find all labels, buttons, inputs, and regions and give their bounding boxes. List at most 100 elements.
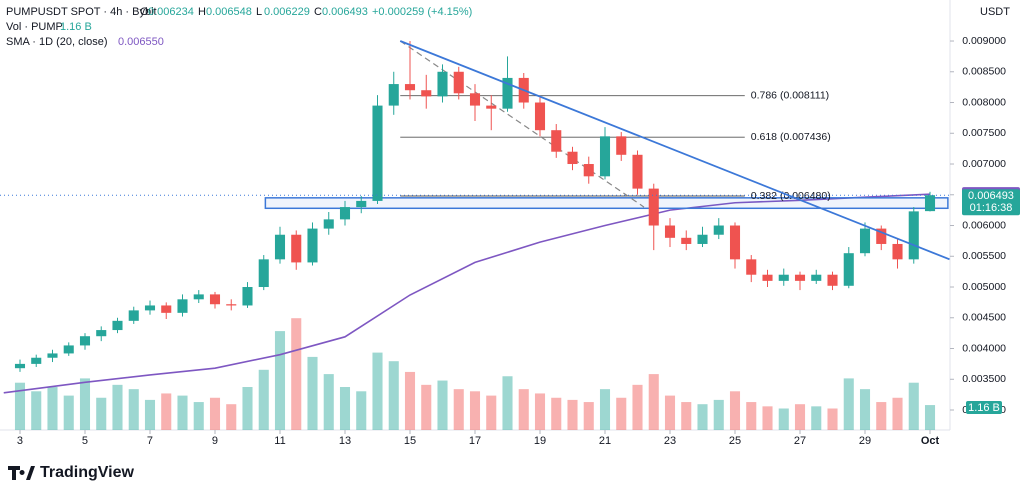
y-tick-label: 0.009000 [962,35,1006,47]
volume-bar [469,391,481,430]
trendline [399,40,950,261]
sma-label: SMA · 1D (20, close) [6,36,107,48]
dashed-line [399,40,645,208]
price-tag-label: 0.006493 [968,190,1014,202]
candle-body [469,93,481,106]
volume-bar [502,376,513,430]
candle-body [599,136,611,177]
candle-body [161,305,172,313]
volume-bar [307,356,318,430]
candle-body [697,234,708,244]
candle-body [762,274,773,281]
candle-body [112,320,123,331]
vol-value: 1.16 B [60,21,92,33]
candle-body [258,259,269,288]
volume-bar [664,395,676,430]
volume-bar [599,389,611,430]
candle-body [14,363,26,369]
volume-bar [209,397,221,430]
x-tick-label: 17 [469,435,481,447]
candle-body [388,84,399,106]
candle-body [778,274,789,281]
candle-body [859,228,871,254]
candle-body [96,330,107,337]
y-tick-label: 0.004500 [962,312,1006,324]
ohlc-key: O [140,6,149,18]
volume-bar [128,389,139,430]
candle-body [534,102,546,131]
candle-body [681,237,692,244]
volume-bar [534,393,546,430]
volume-bar [193,402,204,430]
volume-bar [794,404,806,430]
volume-bar [486,395,497,430]
x-tick-label: 3 [17,435,23,447]
price-tag [962,189,1020,216]
candle-body [307,228,318,263]
candle-body [193,294,204,300]
candle-body [746,259,757,275]
candle-body [437,71,448,97]
ohlc-value: 0.006548 [206,6,252,18]
volume-bar [908,382,919,430]
sma-value: 0.006550 [118,36,164,48]
volume-bar [339,387,351,430]
volume-bar [632,384,643,430]
x-tick-label: 7 [147,435,153,447]
y-tick-label: 0.007500 [962,127,1006,139]
volume-bar [47,387,58,430]
x-tick-label: 23 [664,435,676,447]
candle-body [729,225,741,260]
volume-bar [161,393,172,430]
ohlc-value: 0.006493 [322,6,368,18]
volume-bar [242,387,253,430]
volume-bar [258,369,269,430]
volume-bar [404,371,416,430]
y-tick-label: 0.005000 [962,281,1006,293]
volume-bar [112,384,123,430]
volume-bar [63,395,74,430]
x-tick-label: 5 [82,435,88,447]
x-tick-label: 9 [212,435,218,447]
fib-label: 0.786 (0.008111) [751,89,829,101]
volume-bar [274,331,286,430]
volume-bar [616,397,627,430]
candle-body [242,287,253,306]
volume-bar [372,352,383,430]
candle-body [177,299,188,313]
candle-body [794,274,806,281]
volume-bar [388,361,399,430]
candle-body [209,294,221,305]
candle-body [404,84,416,91]
y-tick-label: 0.005500 [962,250,1006,262]
candle-body [486,105,497,109]
y-tick-label: 0.007000 [962,158,1006,170]
symbol: PUMPUSDT SPOT · 4h · Bybit [6,6,157,18]
candle-body [876,228,887,244]
candle-body [616,136,627,155]
volume-bar [746,402,757,430]
y-tick-label: 0.006000 [962,219,1006,231]
x-tick-label: 21 [599,435,611,447]
volume-bar [421,384,432,430]
ohlc-key: L [256,6,262,18]
volume-bar [226,404,237,430]
volume-bar [567,399,578,430]
volume-bar [356,391,367,430]
candle-body [713,225,724,235]
header: PUMPUSDT SPOT · 4h · Bybit USDT Vol · PU… [6,6,1010,481]
volume-bar [778,408,789,430]
volume-bar [697,404,708,430]
ohlc-key: H [198,6,206,18]
candle-body [567,151,578,165]
volume-bar [14,382,26,430]
x-tick-label: 29 [859,435,871,447]
candle-body [551,130,562,152]
volume-bar [729,391,741,430]
volume-bar [583,402,594,430]
candle-body [31,357,42,364]
volume-bar [713,399,724,430]
candle-body [453,71,464,94]
volume-bar [811,406,822,430]
